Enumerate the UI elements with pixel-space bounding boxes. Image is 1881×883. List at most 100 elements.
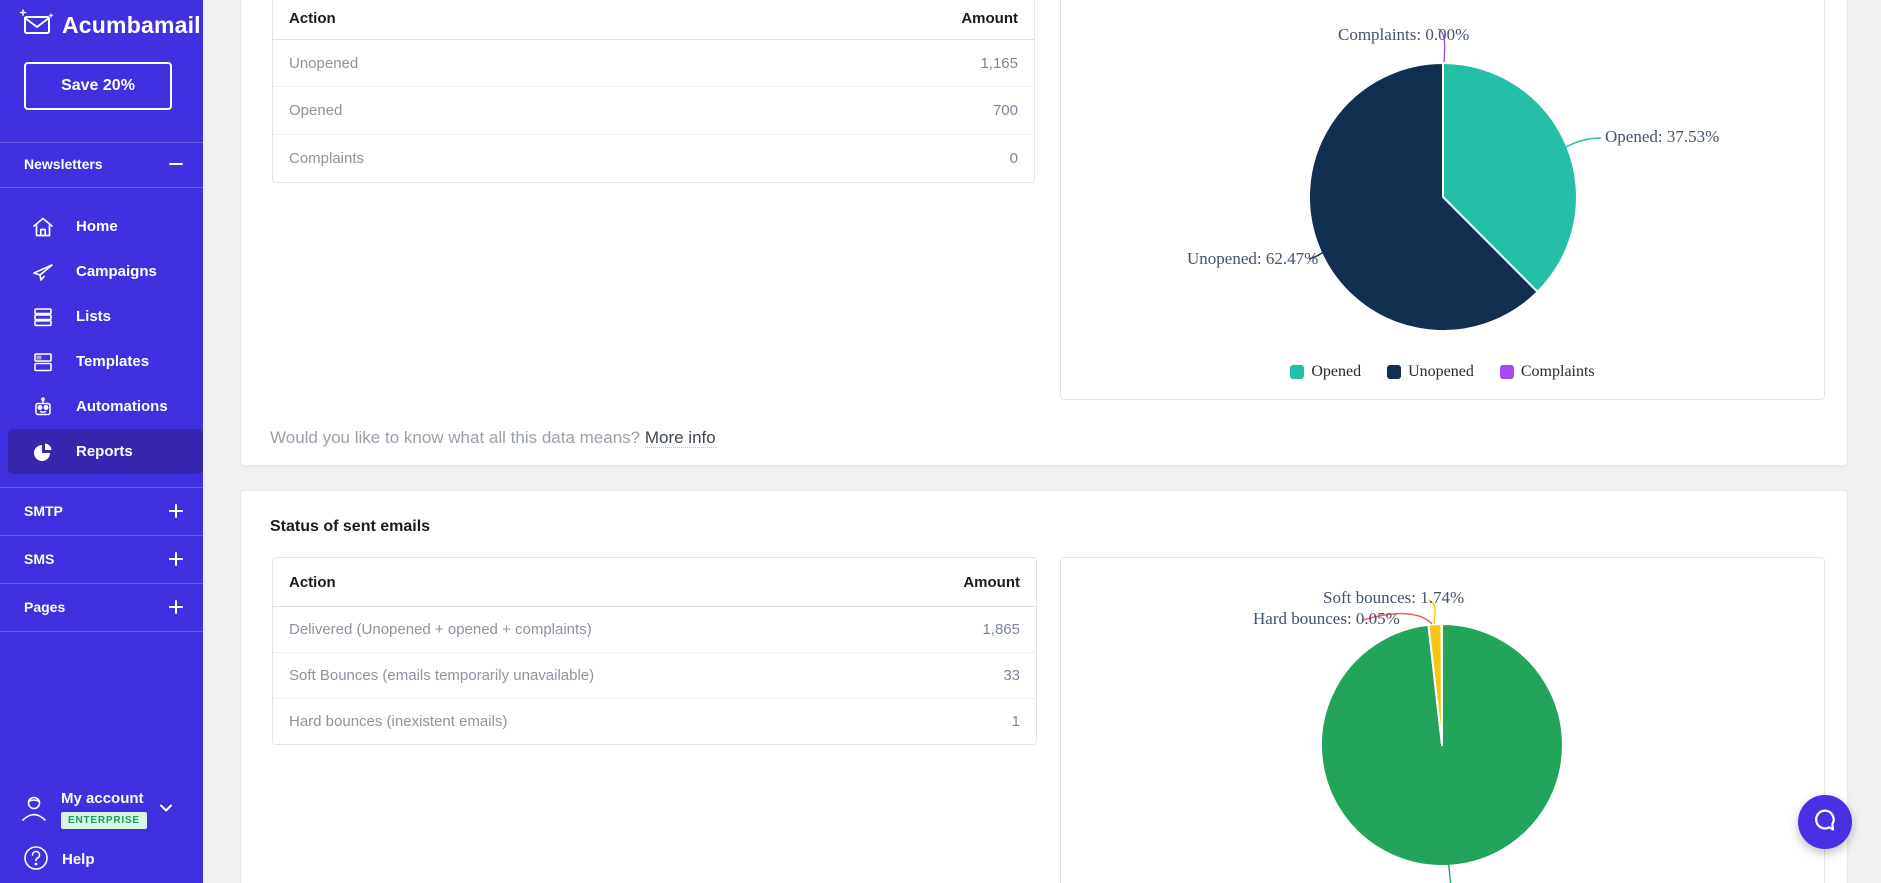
section-sms[interactable]: SMS [0, 537, 203, 581]
section-newsletters-label: Newsletters [24, 156, 103, 172]
divider [0, 631, 203, 632]
sidebar-item-label: Templates [76, 353, 150, 370]
table-row: Soft Bounces (emails temporarily unavail… [273, 653, 1036, 699]
row-label: Unopened [289, 54, 359, 72]
pie-label-complaints: Complaints: 0.00% [1338, 25, 1470, 44]
chat-bubble-icon [1810, 805, 1840, 840]
sidebar-menu: Home Campaigns Lists Te [0, 204, 203, 474]
legend-swatch [1290, 365, 1305, 379]
divider [0, 583, 203, 584]
legend-item-opened[interactable]: Opened [1290, 363, 1361, 381]
pie-label-soft-bounces: Soft bounces: 1.74% [1323, 588, 1465, 607]
envelope-sparkle-icon [19, 6, 54, 45]
legend-label: Unopened [1408, 363, 1474, 380]
section-pages[interactable]: Pages [0, 585, 203, 629]
row-label: Hard bounces (inexistent emails) [289, 712, 508, 730]
row-value: 700 [992, 102, 1018, 120]
table-row: Hard bounces (inexistent emails) 1 [273, 699, 1036, 745]
app-title: Acumbamail [62, 12, 201, 38]
sidebar-item-campaigns[interactable]: Campaigns [0, 249, 203, 294]
legend-label: Complaints [1520, 363, 1595, 380]
plus-icon[interactable] [167, 502, 185, 520]
legend-item-complaints[interactable]: Complaints [1499, 363, 1595, 381]
more-info-link[interactable]: More info [644, 428, 716, 448]
sidebar-item-home[interactable]: Home [0, 204, 203, 249]
sidebar-item-label: Reports [76, 443, 133, 460]
question-text: Would you like to know what all this dat… [270, 428, 641, 447]
sent-status-table-card: Action Amount Delivered (Unopened + open… [272, 557, 1037, 745]
enterprise-badge: ENTERPRISE [61, 812, 147, 829]
sidebar-item-reports[interactable]: Reports [8, 429, 203, 474]
sidebar-item-label: Lists [76, 308, 112, 325]
chat-beacon-button[interactable] [1798, 795, 1852, 849]
divider [0, 142, 203, 143]
table-row: Opened 700 [273, 87, 1034, 135]
help-label: Help [62, 851, 95, 868]
chart-legend: Opened Unopened Complaints [1061, 363, 1824, 381]
plus-icon[interactable] [167, 550, 185, 568]
my-account-label: My account [61, 790, 144, 807]
pie-slice-unopened[interactable] [1307, 62, 1539, 332]
question-mark-icon [22, 844, 50, 877]
divider [0, 535, 203, 536]
legend-swatch [1387, 365, 1402, 379]
sidebar-item-label: Campaigns [76, 263, 157, 280]
list-rows-icon [30, 304, 56, 330]
paper-plane-icon [30, 259, 56, 285]
table-row: Complaints 0 [273, 135, 1034, 182]
pie-chart-icon [30, 439, 56, 465]
legend-swatch [1499, 365, 1514, 379]
opens-table-card: Action Amount Unopened 1,165 Opened 700 … [272, 0, 1035, 183]
robot-icon [30, 394, 56, 420]
help-button[interactable]: Help [0, 838, 203, 878]
section-title: Status of sent emails [270, 518, 431, 535]
table-header: Action Amount [273, 558, 1036, 608]
sidebar-item-label: Home [76, 218, 118, 235]
row-label: Delivered (Unopened + opened + complaint… [289, 621, 592, 639]
opens-pie-chart[interactable] [1061, 0, 1826, 401]
section-sms-label: SMS [24, 551, 55, 567]
section-smtp-label: SMTP [24, 503, 63, 519]
row-label: Opened [289, 102, 343, 120]
row-value: 0 [1009, 149, 1018, 167]
opens-pie-chart-card: Complaints: 0.00% Opened: 37.53% Unopene… [1060, 0, 1825, 400]
sent-status-pie-chart[interactable] [1061, 558, 1826, 883]
chevron-down-icon[interactable] [158, 800, 174, 821]
template-layout-icon [30, 349, 56, 375]
row-value: 1 [1011, 712, 1020, 730]
divider [0, 487, 203, 488]
section-pages-label: Pages [24, 599, 66, 615]
row-value: 1,865 [982, 621, 1020, 639]
table-row: Unopened 1,165 [273, 40, 1034, 88]
column-header-amount: Amount [963, 573, 1020, 591]
plus-icon[interactable] [167, 598, 185, 616]
section-smtp[interactable]: SMTP [0, 489, 203, 533]
row-value: 1,165 [980, 54, 1018, 72]
save-20-button[interactable]: Save 20% [24, 62, 172, 110]
sidebar-item-automations[interactable]: Automations [0, 384, 203, 429]
section-newsletters[interactable]: Newsletters [0, 142, 203, 186]
minus-icon[interactable] [167, 155, 185, 173]
pie-label-opened: Opened: 37.53% [1605, 127, 1720, 146]
sidebar-item-lists[interactable]: Lists [0, 294, 203, 339]
table-header: Action Amount [273, 0, 1034, 41]
legend-item-unopened[interactable]: Unopened [1387, 363, 1474, 381]
sidebar-item-templates[interactable]: Templates [0, 339, 203, 384]
column-header-amount: Amount [961, 10, 1018, 28]
pie-label-unopened: Unopened: 62.47% [1187, 249, 1319, 268]
leader-lines [1308, 28, 1602, 260]
sidebar-item-label: Automations [76, 398, 168, 415]
home-icon [30, 214, 56, 240]
column-header-action: Action [289, 10, 336, 28]
column-header-action: Action [289, 573, 336, 591]
user-icon [19, 792, 49, 831]
sent-status-pie-chart-card: Soft bounces: 1.74% Hard bounces: 0.05% [1060, 557, 1825, 883]
row-label: Soft Bounces (emails temporarily unavail… [289, 666, 595, 684]
data-help-text: Would you like to know what all this dat… [270, 428, 716, 448]
sidebar: Acumbamail Save 20% Newsletters Home Cam… [0, 0, 203, 883]
row-label: Complaints [289, 149, 365, 167]
table-row: Delivered (Unopened + opened + complaint… [273, 607, 1036, 653]
app-logo[interactable]: Acumbamail [19, 6, 201, 45]
legend-label: Opened [1311, 363, 1362, 380]
divider [0, 187, 203, 188]
